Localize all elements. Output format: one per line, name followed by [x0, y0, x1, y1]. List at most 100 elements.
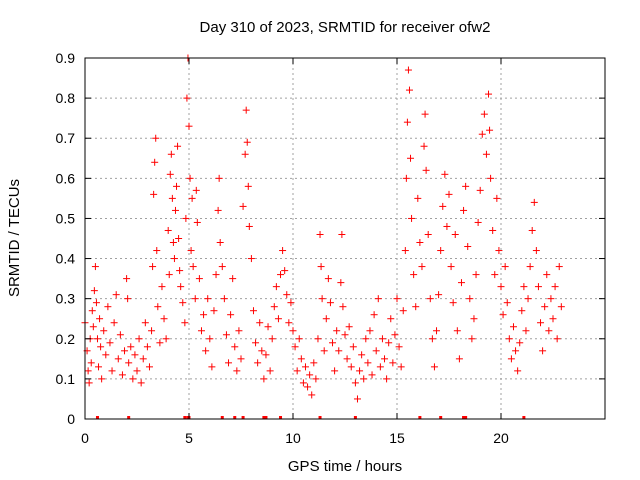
- data-point: [451, 230, 459, 238]
- data-point: [310, 359, 318, 367]
- data-point: [320, 347, 328, 355]
- data-point: [118, 371, 126, 379]
- data-point: [104, 303, 112, 311]
- data-point: [200, 311, 208, 319]
- data-point: [416, 239, 424, 247]
- data-point: [241, 150, 249, 158]
- data-point: [339, 303, 347, 311]
- data-point: [235, 327, 243, 335]
- data-point: [528, 226, 536, 234]
- data-point: [401, 247, 409, 255]
- x-tick-label: 5: [185, 430, 193, 446]
- data-point: [166, 170, 174, 178]
- data-point: [174, 142, 182, 150]
- data-point: [90, 287, 98, 295]
- data-point: [543, 271, 551, 279]
- data-point: [249, 307, 257, 315]
- data-point: [149, 263, 157, 271]
- data-point: [293, 367, 301, 375]
- data-point: [129, 375, 137, 383]
- data-point: [135, 335, 143, 343]
- data-point: [216, 239, 224, 247]
- data-point: [208, 363, 216, 371]
- data-point: [389, 359, 397, 367]
- data-point: [405, 86, 413, 94]
- data-point: [421, 110, 429, 118]
- plot-frame: [84, 57, 606, 420]
- baseline-marker: [95, 416, 99, 419]
- data-point: [306, 371, 314, 379]
- data-point: [243, 138, 251, 146]
- data-point: [156, 339, 164, 347]
- data-point: [372, 347, 380, 355]
- data-point: [326, 299, 334, 307]
- data-point: [106, 339, 114, 347]
- data-point: [412, 303, 420, 311]
- data-point: [244, 182, 252, 190]
- data-point: [447, 263, 455, 271]
- data-point: [291, 343, 299, 351]
- data-point: [187, 247, 195, 255]
- data-point: [318, 295, 326, 303]
- data-point: [393, 295, 401, 303]
- data-point: [173, 182, 181, 190]
- data-point: [507, 355, 515, 363]
- data-point: [177, 283, 185, 291]
- data-point: [462, 182, 470, 190]
- data-point: [553, 335, 561, 343]
- data-point: [410, 271, 418, 279]
- data-point: [476, 186, 484, 194]
- data-point: [316, 230, 324, 238]
- data-point: [407, 154, 415, 162]
- data-point: [486, 126, 494, 134]
- data-point: [435, 291, 443, 299]
- data-point: [478, 130, 486, 138]
- data-point: [188, 194, 196, 202]
- x-tick-label: 15: [389, 430, 405, 446]
- data-point: [356, 367, 364, 375]
- data-point: [480, 110, 488, 118]
- data-point: [468, 335, 476, 343]
- data-point: [501, 263, 509, 271]
- data-point: [343, 355, 351, 363]
- data-point: [239, 202, 247, 210]
- data-point: [349, 343, 357, 351]
- data-point: [218, 263, 226, 271]
- grid-lines: [85, 58, 605, 419]
- data-point: [445, 190, 453, 198]
- data-point: [127, 343, 135, 351]
- data-point: [204, 295, 212, 303]
- data-point: [503, 299, 511, 307]
- data-point: [283, 291, 291, 299]
- data-point: [395, 343, 403, 351]
- data-point: [262, 351, 270, 359]
- data-point: [252, 339, 260, 347]
- data-point: [143, 343, 151, 351]
- data-point: [304, 383, 312, 391]
- data-point: [131, 351, 139, 359]
- data-point: [317, 263, 325, 271]
- data-point: [158, 283, 166, 291]
- data-point: [92, 299, 100, 307]
- data-point: [526, 263, 534, 271]
- data-point: [181, 319, 189, 327]
- x-tick-label: 20: [493, 430, 509, 446]
- data-point: [541, 303, 549, 311]
- data-point: [335, 347, 343, 355]
- data-point: [491, 271, 499, 279]
- data-point: [522, 327, 530, 335]
- data-point: [121, 347, 129, 355]
- data-point: [385, 339, 393, 347]
- data-point: [437, 247, 445, 255]
- baseline-marker: [522, 416, 526, 419]
- y-tick-label: 0.6: [56, 170, 76, 186]
- data-point: [170, 255, 178, 263]
- data-point: [314, 335, 322, 343]
- data-point: [464, 243, 472, 251]
- data-point: [96, 315, 104, 323]
- data-point: [182, 214, 190, 222]
- y-tick-label: 0.5: [56, 210, 76, 226]
- data-point: [329, 339, 337, 347]
- data-point: [453, 327, 461, 335]
- data-point: [426, 295, 434, 303]
